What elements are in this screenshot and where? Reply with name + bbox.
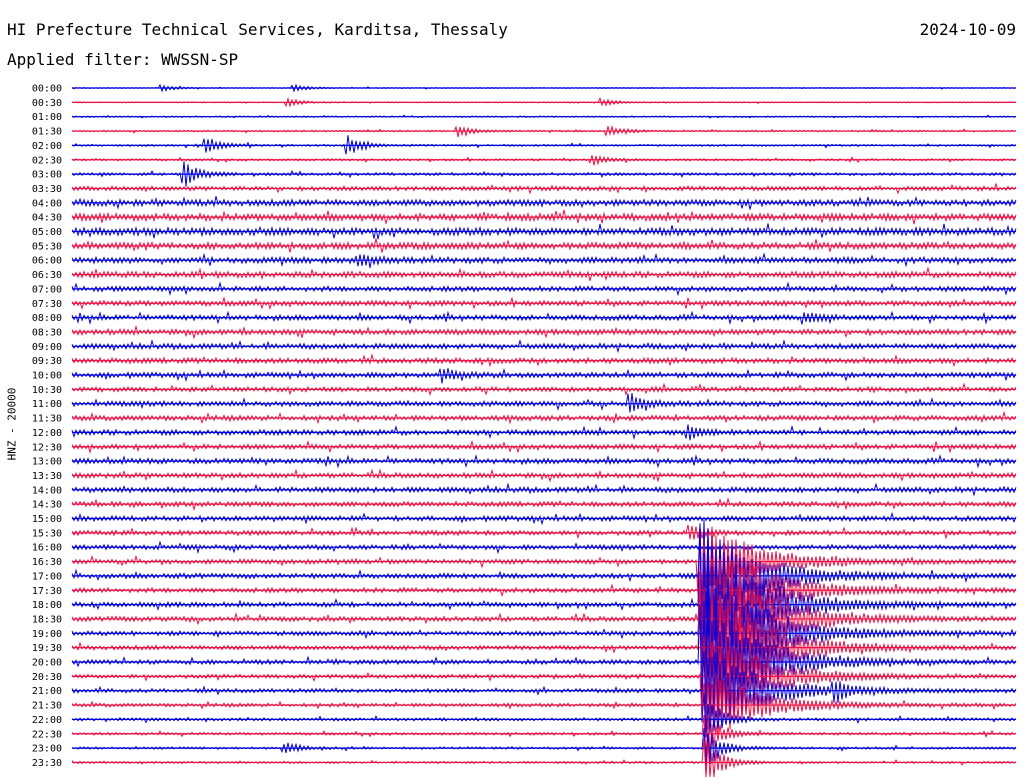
row-time-label: 01:00	[32, 112, 62, 123]
station-title: HI Prefecture Technical Services, Kardit…	[7, 20, 508, 39]
trace-row	[71, 454, 1017, 469]
applied-filter-label: Applied filter: WWSSN-SP	[7, 50, 239, 69]
row-time-label: 21:30	[32, 701, 62, 712]
row-time-label: 08:30	[32, 327, 62, 338]
row-time-label: 04:00	[32, 198, 62, 209]
row-time-label: 20:00	[32, 658, 62, 669]
row-time-label: 03:30	[32, 184, 62, 195]
row-time-label: 07:30	[32, 299, 62, 310]
row-time-label: 18:30	[32, 614, 62, 625]
row-time-label: 22:30	[32, 729, 62, 740]
trace-row	[71, 252, 1017, 268]
row-time-label: 13:00	[32, 457, 62, 468]
row-time-label: 10:30	[32, 385, 62, 396]
row-time-label: 21:00	[32, 686, 62, 697]
row-time-label: 07:00	[32, 284, 62, 295]
row-time-label: 11:00	[32, 399, 62, 410]
trace-row	[71, 223, 1017, 240]
row-time-label: 14:00	[32, 485, 62, 496]
trace-row	[71, 424, 1017, 441]
row-time-label: 15:30	[32, 528, 62, 539]
row-time-label: 17:30	[32, 586, 62, 597]
trace-row	[71, 540, 1017, 555]
row-time-label: 05:00	[32, 227, 62, 238]
row-time-label: 10:00	[32, 371, 62, 382]
trace-row	[71, 523, 1017, 674]
trace-row	[71, 367, 1017, 384]
row-time-label: 12:00	[32, 428, 62, 439]
row-time-label: 00:30	[32, 98, 62, 109]
row-time-label: 19:00	[32, 629, 62, 640]
row-time-label: 17:00	[32, 571, 62, 582]
row-time-label: 20:30	[32, 672, 62, 683]
trace-row	[71, 524, 1017, 540]
plot-date: 2024-10-09	[919, 20, 1016, 39]
row-time-label: 09:00	[32, 342, 62, 353]
row-time-label: 02:00	[32, 141, 62, 152]
row-time-label: 23:30	[32, 758, 62, 769]
row-time-label: 11:30	[32, 414, 62, 425]
trace-row	[71, 519, 1017, 626]
row-time-label: 09:30	[32, 356, 62, 367]
trace-row	[71, 715, 1017, 759]
trace-row	[71, 393, 1017, 413]
row-time-label: 00:00	[32, 84, 62, 95]
row-time-label: 01:30	[32, 127, 62, 138]
row-time-label: 08:00	[32, 313, 62, 324]
trace-row	[71, 209, 1017, 225]
row-time-label: 04:30	[32, 213, 62, 224]
row-time-label: 16:00	[32, 543, 62, 554]
trace-row	[71, 738, 1017, 778]
trace-row	[71, 677, 1017, 735]
row-time-label: 16:30	[32, 557, 62, 568]
row-time-label: 06:30	[32, 270, 62, 281]
row-time-label: 19:30	[32, 643, 62, 654]
row-time-label: 18:00	[32, 600, 62, 611]
row-time-label: 13:30	[32, 471, 62, 482]
trace-row	[71, 135, 1017, 155]
trace-row	[71, 238, 1017, 253]
row-time-label: 03:00	[32, 170, 62, 181]
row-time-label: 12:30	[32, 442, 62, 453]
trace-row	[71, 310, 1017, 326]
row-time-label: 05:30	[32, 241, 62, 252]
row-time-label: 02:30	[32, 155, 62, 166]
row-time-label: 15:00	[32, 514, 62, 525]
row-time-label: 23:00	[32, 744, 62, 755]
row-time-label: 14:30	[32, 500, 62, 511]
trace-row	[71, 692, 1017, 738]
row-time-label: 06:00	[32, 256, 62, 267]
row-time-label: 22:00	[32, 715, 62, 726]
trace-row	[71, 511, 1017, 526]
